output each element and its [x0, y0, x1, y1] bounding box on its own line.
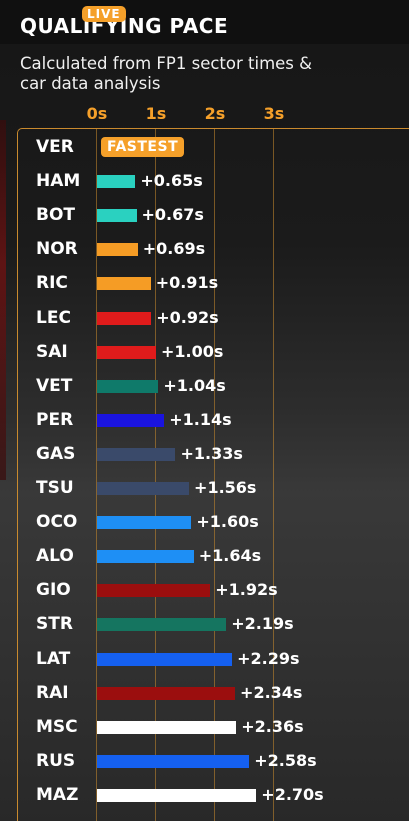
- driver-row: VET +1.04s: [0, 371, 409, 401]
- gap-label: +1.56s: [194, 478, 257, 497]
- chart-panel: [17, 128, 409, 821]
- driver-code: HAM: [36, 171, 81, 192]
- gap-bar: [97, 413, 165, 427]
- driver-row: RIC +0.91s: [0, 268, 409, 298]
- driver-code: RAI: [36, 682, 69, 703]
- gridline: [273, 128, 274, 821]
- driver-code: PER: [36, 409, 74, 430]
- driver-row: GIO +1.92s: [0, 575, 409, 605]
- gap-bar: [97, 243, 138, 257]
- driver-code: MAZ: [36, 784, 79, 805]
- gap-label: +2.29s: [237, 648, 300, 668]
- gap-label: +1.14s: [169, 409, 232, 429]
- gap-bar: [97, 618, 227, 632]
- driver-code: RIC: [36, 273, 68, 294]
- driver-row: RUS +2.58s: [0, 746, 409, 776]
- driver-code: STR: [36, 614, 73, 635]
- driver-code: LEC: [36, 307, 71, 328]
- driver-row: BOT +0.67s: [0, 200, 409, 230]
- gap-bar: [97, 686, 236, 700]
- gap-label: +2.58s: [254, 750, 317, 770]
- gap-bar: [97, 379, 159, 393]
- driver-row: NOR +0.69s: [0, 234, 409, 264]
- gap-label: +1.04s: [163, 375, 226, 395]
- gap-bar: [97, 584, 211, 598]
- gap-bar: [97, 754, 250, 768]
- gap-bar: [97, 788, 257, 802]
- gap-label: +0.67s: [141, 205, 204, 225]
- gap-label: +1.60s: [196, 512, 259, 532]
- gap-bar: [97, 447, 176, 461]
- axis-tick-label: 3s: [263, 104, 285, 123]
- driver-row: HAM +0.65s: [0, 166, 409, 196]
- driver-row: VER FASTEST: [0, 132, 409, 162]
- gap-bar: [97, 311, 152, 325]
- gap-label: +2.34s: [240, 682, 303, 702]
- driver-row: LAT +2.29s: [0, 644, 409, 674]
- driver-row: MAZ +2.70s: [0, 780, 409, 810]
- driver-row: SAI +1.00s: [0, 337, 409, 367]
- gap-label: +1.92s: [215, 580, 278, 600]
- gridline: [96, 128, 97, 821]
- driver-code: SAI: [36, 341, 68, 362]
- gap-label: +1.64s: [198, 546, 262, 566]
- driver-row: STR +2.19s: [0, 609, 409, 639]
- driver-row: LEC +0.92s: [0, 303, 409, 333]
- gap-label: +0.69s: [142, 239, 206, 259]
- gap-bar: [97, 652, 233, 666]
- driver-code: OCO: [36, 512, 78, 533]
- driver-code: BOT: [36, 205, 76, 226]
- gridline: [214, 128, 215, 821]
- gap-bar: [97, 720, 237, 734]
- driver-code: GIO: [36, 580, 71, 601]
- gap-label: +1.33s: [180, 443, 243, 463]
- driver-row: GAS +1.33s: [0, 439, 409, 469]
- background-red-strip: [0, 120, 6, 480]
- driver-code: VER: [36, 137, 74, 157]
- driver-row: MSC +2.36s: [0, 712, 409, 742]
- subtitle: Calculated from FP1 sector times & car d…: [20, 54, 313, 93]
- driver-code: LAT: [36, 648, 71, 669]
- gap-label: +0.65s: [140, 171, 203, 191]
- driver-code: RUS: [36, 750, 76, 771]
- gridline: [155, 128, 156, 821]
- axis-tick-label: 1s: [145, 104, 167, 123]
- gap-label: +1.00s: [161, 341, 224, 361]
- driver-row: TSU +1.56s: [0, 473, 409, 503]
- driver-row: RAI +2.34s: [0, 678, 409, 708]
- gap-label: +2.36s: [241, 716, 304, 736]
- driver-row: ALO +1.64s: [0, 541, 409, 571]
- gap-bar: [97, 277, 151, 291]
- driver-code: NOR: [36, 239, 78, 260]
- gap-bar: [97, 550, 194, 564]
- gap-label: +0.91s: [155, 273, 219, 293]
- fastest-badge: FASTEST: [101, 137, 185, 157]
- gap-label: +2.70s: [261, 784, 324, 804]
- gap-bar: [97, 516, 192, 530]
- gap-bar: [97, 175, 136, 189]
- gap-label: +2.19s: [231, 614, 294, 634]
- driver-code: GAS: [36, 443, 76, 464]
- driver-code: MSC: [36, 716, 78, 737]
- gap-bar: [97, 345, 156, 359]
- driver-row: OCO +1.60s: [0, 507, 409, 537]
- driver-row: PER +1.14s: [0, 405, 409, 435]
- gap-bar: [97, 482, 190, 495]
- gap-bar: [97, 209, 137, 223]
- driver-code: TSU: [36, 478, 74, 498]
- header-bar: QUALIFYING PACE LIVE: [0, 0, 409, 44]
- axis-tick-label: 2s: [204, 104, 226, 123]
- gap-label: +0.92s: [156, 307, 219, 327]
- driver-code: VET: [36, 375, 73, 396]
- live-badge: LIVE: [82, 6, 126, 22]
- axis-tick-label: 0s: [86, 104, 108, 123]
- driver-code: ALO: [36, 546, 74, 567]
